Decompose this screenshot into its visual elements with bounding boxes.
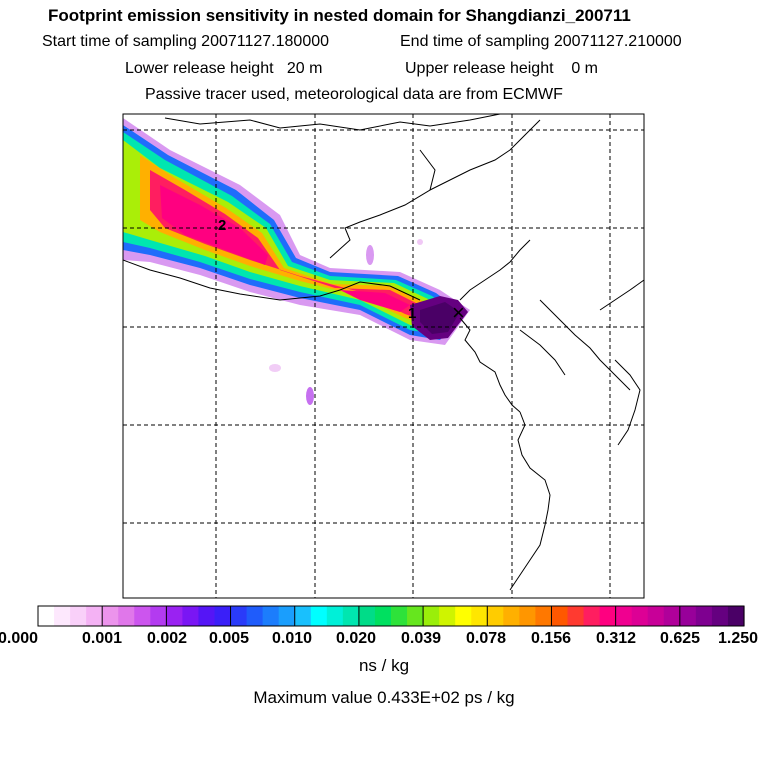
colorbar-swatch [423,606,440,626]
colorbar-swatch [342,606,360,626]
colorbar-swatch [631,606,649,626]
colorbar-swatch [583,606,601,626]
colorbar-tick: 0.002 [146,630,188,647]
colorbar-swatch [326,606,344,626]
colorbar-swatch [54,606,71,626]
colorbar-swatch [695,606,713,626]
map-grid [123,114,644,598]
colorbar-swatch [663,606,681,626]
colorbar-swatch [214,606,232,626]
start-time: Start time of sampling 20071127.180000 [42,33,330,50]
colorbar-swatch [38,606,55,626]
tracer-note: Passive tracer used, meteorological data… [145,86,563,103]
colorbar-swatch [166,606,184,626]
colorbar-swatch [615,606,633,626]
point-label-2: 2 [218,217,226,234]
colorbar [37,605,745,627]
colorbar-tick: 0.625 [659,630,701,647]
upper-release-height: Upper release height 0 m [405,60,598,77]
colorbar-swatch [262,606,280,626]
colorbar-tick: 1.250 [717,630,759,647]
colorbar-swatch [198,606,216,626]
colorbar-tick: 0.039 [400,630,442,647]
colorbar-swatch [358,606,376,626]
colorbar-swatch [246,606,264,626]
plot-title: Footprint emission sensitivity in nested… [48,6,631,25]
colorbar-tick: 0.000 [0,630,39,647]
colorbar-swatch [182,606,200,626]
colorbar-tick: 0.005 [208,630,250,647]
colorbar-unit: ns / kg [358,656,410,675]
colorbar-swatch [487,606,504,626]
colorbar-swatch [599,606,617,626]
colorbar-swatch [471,606,488,626]
colorbar-swatch [102,606,119,626]
colorbar-swatch [70,606,87,626]
colorbar-swatch [455,606,472,626]
lower-release-height: Lower release height 20 m [125,60,323,77]
colorbar-tick: 0.020 [335,630,377,647]
colorbar-swatch [439,606,456,626]
colorbar-swatch [503,606,520,626]
colorbar-swatch [118,606,135,626]
colorbar-swatch [535,606,553,626]
colorbar-swatch [374,606,392,626]
colorbar-swatch [519,606,537,626]
colorbar-swatch [407,606,424,626]
plume-field [123,118,470,405]
colorbar-swatch [278,606,296,626]
maximum-value: Maximum value 0.433E+02 ps / kg [253,688,515,707]
colorbar-swatch [150,606,167,626]
colorbar-swatch [551,606,569,626]
point-label-1: 1 [408,305,416,322]
colorbar-swatch [294,606,312,626]
colorbar-swatch [134,606,151,626]
end-time: End time of sampling 20071127.210000 [400,33,682,50]
colorbar-tick: 0.010 [271,630,313,647]
colorbar-swatch [391,606,408,626]
colorbar-tick: 0.312 [595,630,637,647]
colorbar-swatch [711,606,729,626]
colorbar-swatch [567,606,585,626]
map-frame [122,113,645,599]
colorbar-frame [37,605,745,627]
colorbar-tick: 0.156 [530,630,572,647]
coastlines [123,114,644,591]
colorbar-swatch [647,606,665,626]
colorbar-swatch [310,606,328,626]
colorbar-swatch [230,606,248,626]
colorbar-tick: 0.001 [81,630,123,647]
colorbar-swatch [679,606,697,626]
colorbar-swatch [727,606,745,626]
colorbar-swatch [86,606,103,626]
colorbar-tick: 0.078 [465,630,507,647]
receptor-marker: × [452,300,465,325]
